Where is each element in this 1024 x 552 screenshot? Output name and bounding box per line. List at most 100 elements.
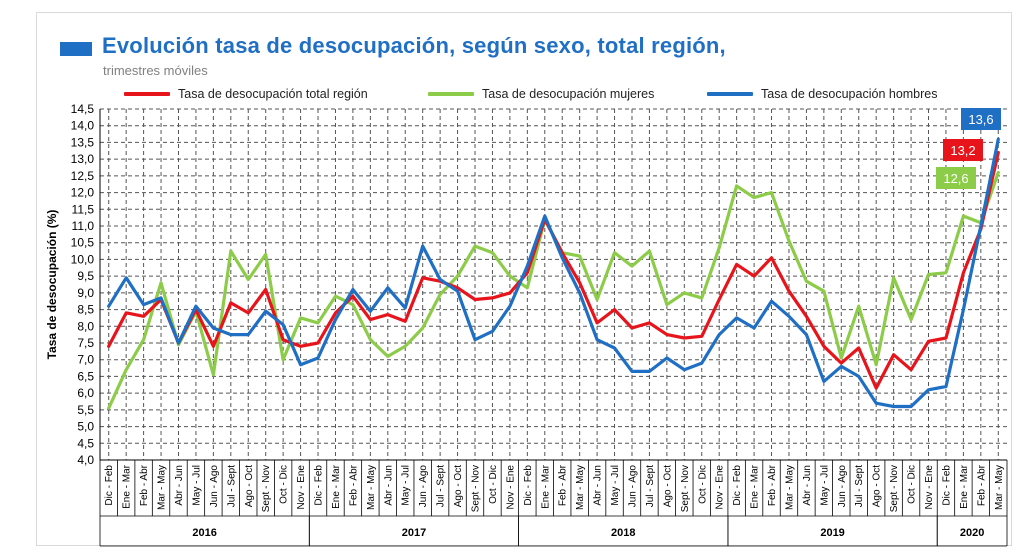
x-tick-label: Feb - Abr — [348, 464, 359, 506]
x-tick-label: Sept - Nov — [680, 465, 691, 512]
y-tick-label: 8,5 — [77, 303, 94, 317]
y-tick-label: 14,0 — [71, 119, 95, 133]
legend-swatch-hombres — [707, 92, 753, 96]
y-tick-label: 12,0 — [71, 186, 95, 200]
chart-subtitle: trimestres móviles — [103, 63, 208, 78]
x-tick-label: Mar - May — [784, 465, 795, 510]
x-tick-label: Mar - May — [366, 465, 377, 510]
series-line-hombres — [107, 137, 1000, 409]
y-axis-title: Tasa de desocupación (%) — [45, 210, 59, 360]
y-tick-label: 10,5 — [71, 236, 95, 250]
y-tick-label: 12,5 — [71, 169, 95, 183]
year-label: 2020 — [960, 527, 984, 539]
y-tick-label: 8,0 — [77, 319, 94, 333]
x-tick-label: Oct - Dic — [697, 465, 708, 504]
x-tick-label: Jul - Sept — [854, 465, 865, 507]
x-tick-label: Jul - Sept — [436, 465, 447, 507]
x-tick-label: Nov - Ene — [296, 465, 307, 510]
x-tick-label: Dic - Feb — [732, 465, 743, 506]
legend-swatch-total — [124, 92, 170, 96]
y-tick-label: 13,0 — [71, 152, 95, 166]
x-tick-label: Jun - Ago — [418, 465, 429, 508]
x-tick-label: Nov - Ene — [505, 465, 516, 510]
end-value-label: 12,6 — [943, 171, 968, 186]
y-tick-label: 4,0 — [77, 453, 94, 467]
y-tick-label: 5,0 — [77, 420, 94, 434]
x-tick-label: Abr - Jun — [174, 465, 185, 506]
x-tick-label: Ene - Mar — [122, 464, 133, 509]
x-tick-label: Ago - Oct — [453, 465, 464, 507]
year-label: 2017 — [402, 527, 426, 539]
x-tick-label: Jun - Ago — [627, 465, 638, 508]
x-tick-label: May - Jul — [819, 465, 830, 506]
x-tick-label: Sept - Nov — [261, 465, 272, 512]
x-tick-label: May - Jul — [401, 465, 412, 506]
legend-label-hombres: Tasa de desocupación hombres — [761, 87, 938, 101]
y-tick-label: 11,5 — [72, 202, 95, 216]
x-tick-label: Nov - Ene — [715, 465, 726, 510]
x-tick-label: Sept - Nov — [471, 465, 482, 512]
x-tick-label: Mar - May — [157, 465, 168, 510]
x-tick-label: Jul - Sept — [226, 465, 237, 507]
x-tick-label: Mar - May — [994, 465, 1005, 510]
x-tick-label: Ene - Mar — [959, 464, 970, 509]
x-tick-label: Oct - Dic — [279, 465, 290, 504]
y-tick-label: 7,5 — [77, 336, 94, 350]
x-tick-label: Ene - Mar — [750, 464, 761, 509]
x-tick-label: Jun - Ago — [837, 465, 848, 508]
end-value-box — [943, 139, 983, 161]
y-tick-label: 13,5 — [71, 135, 95, 149]
x-tick-label: Jun - Ago — [209, 465, 220, 508]
x-tick-label: Nov - Ene — [924, 465, 935, 510]
x-tick-label: Oct - Dic — [907, 465, 918, 504]
x-tick-label: Dic - Feb — [104, 465, 115, 506]
x-tick-label: Mar - May — [575, 465, 586, 510]
legend-item-total: Tasa de desocupación total región — [124, 86, 368, 102]
y-tick-label: 5,5 — [77, 403, 94, 417]
x-tick-label: Abr - Jun — [593, 465, 604, 506]
x-tick-label: Oct - Dic — [488, 465, 499, 504]
x-tick-label: Sept - Nov — [889, 465, 900, 512]
x-tick-label: Feb - Abr — [767, 464, 778, 506]
end-value-label: 13,2 — [950, 143, 975, 158]
y-tick-label: 6,0 — [77, 386, 94, 400]
year-label: 2018 — [611, 527, 635, 539]
y-tick-label: 7,0 — [77, 353, 94, 367]
chart-title: Evolución tasa de desocupación, según se… — [102, 33, 726, 58]
x-tick-label: Dic - Feb — [314, 465, 325, 506]
legend-item-mujeres: Tasa de desocupación mujeres — [428, 86, 654, 102]
series-line-mujeres — [107, 170, 1000, 410]
y-tick-label: 11,0 — [72, 219, 95, 233]
year-label: 2016 — [192, 527, 216, 539]
y-tick-label: 4,5 — [77, 436, 94, 450]
x-tick-label: Abr - Jun — [802, 465, 813, 506]
x-tick-label: Ago - Oct — [872, 465, 883, 507]
x-tick-label: Abr - Jun — [383, 465, 394, 506]
legend-item-hombres: Tasa de desocupación hombres — [707, 86, 938, 102]
x-tick-label: May - Jul — [610, 465, 621, 506]
year-label: 2019 — [820, 527, 844, 539]
x-tick-label: Ago - Oct — [244, 465, 255, 507]
y-tick-label: 6,5 — [77, 369, 94, 383]
x-tick-label: Dic - Feb — [523, 465, 534, 506]
title-marker — [60, 42, 92, 56]
x-tick-label: Jul - Sept — [645, 465, 656, 507]
x-tick-label: Ago - Oct — [662, 465, 673, 507]
x-tick-label: Feb - Abr — [976, 464, 987, 506]
x-tick-label: Ene - Mar — [540, 464, 551, 509]
y-tick-label: 14,5 — [71, 102, 95, 116]
x-tick-label: Ene - Mar — [331, 464, 342, 509]
y-tick-label: 10,0 — [71, 252, 95, 266]
x-tick-label: Feb - Abr — [139, 464, 150, 506]
x-tick-label: May - Jul — [191, 465, 202, 506]
x-tick-label: Feb - Abr — [558, 464, 569, 506]
x-tick-label: Dic - Feb — [941, 465, 952, 506]
y-tick-label: 9,5 — [77, 269, 94, 283]
end-value-box — [961, 108, 1001, 130]
y-tick-label: 9,0 — [77, 286, 94, 300]
end-value-box — [936, 167, 976, 189]
end-value-label: 13,6 — [968, 112, 993, 127]
legend-label-total: Tasa de desocupación total región — [178, 87, 368, 101]
legend-label-mujeres: Tasa de desocupación mujeres — [482, 87, 655, 101]
